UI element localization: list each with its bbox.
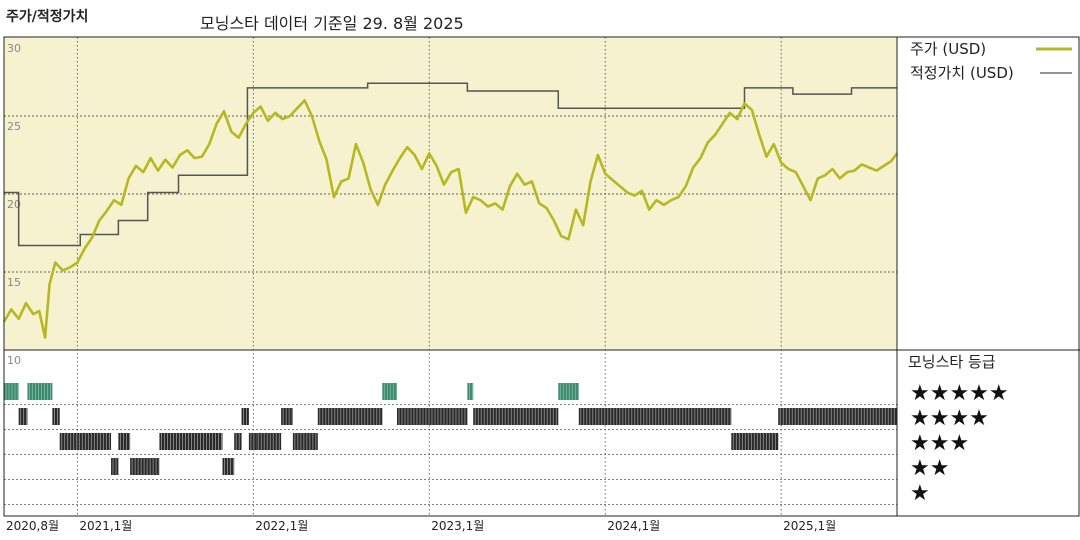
rating-bar-4-star [18,408,28,425]
y-tick-label: 10 [7,354,21,367]
rating-bar-3-star [292,433,318,450]
rating-bar-4-star [281,408,293,425]
legend: 주가 (USD) 적정가치 (USD) [910,40,1072,82]
rating-bar-3-star [118,433,131,450]
rating-bar-5-star [558,383,579,400]
rating-title: 모닝스타 등급 [908,353,996,371]
rating-bar-5-star [27,383,53,400]
rating-bar-2-star [130,458,160,475]
x-tick-label: 2023,1월 [431,519,484,533]
x-tick-label: 2021,1월 [79,519,132,533]
rating-bar-2-star [111,458,119,475]
y-tick-label: 20 [7,198,21,211]
gridlines [4,37,897,516]
plot-background [4,37,897,350]
price-series [2,99,899,339]
rating-bar-2-star [222,458,235,475]
rating-bar-5-star [467,383,474,400]
x-tick-label: 2025,1월 [783,519,836,533]
star-label-3: ★★★ [910,431,969,456]
rating-bar-3-star [256,433,282,450]
y-tick-label: 30 [7,42,21,55]
fair-value-line [4,82,897,247]
star-label-4: ★★★★ [910,406,989,431]
x-tick-label: 2020,8월 [6,519,59,533]
star-label-5: ★★★★★ [910,381,1009,406]
price-plot-area [4,37,897,350]
rating-bar-4-star [473,408,559,425]
y-tick-label: 25 [7,120,21,133]
price-line [2,99,899,339]
rating-bar-4-star [52,408,60,425]
x-tick-label: 2022,1월 [255,519,308,533]
rating-bar-3-star [731,433,779,450]
legend-label-1: 주가 (USD) [910,40,986,58]
rating-bar-3-star [234,433,242,450]
star-rating-panel: ★★★★★★★★★★★★★★★모닝스타 등급 [4,353,1009,506]
rating-bar-3-star [59,433,78,450]
outer-border [3,36,1080,517]
star-label-2: ★★ [910,456,949,481]
y-tick-label: 15 [7,276,21,289]
legend-label-2: 적정가치 (USD) [910,64,1014,82]
chart-title: 주가/적정가치 [6,9,89,25]
rating-bar-3-star [159,433,223,450]
x-tick-label: 2024,1월 [607,519,660,533]
star-label-1: ★ [910,481,930,506]
rating-bar-3-star [248,433,257,450]
y-tick-labels: 30 25 20 15 10 [7,42,21,367]
x-axis: 2020,8월 2021,1월 2022,1월 2023,1월 2024,1월 2025,… [6,519,836,533]
fair-value-series [4,82,897,247]
data-date-label: 모닝스타 데이터 기준일 29. 8월 2025 [200,14,464,33]
chart-frame [3,36,1080,517]
rating-bar-4-star [241,408,249,425]
